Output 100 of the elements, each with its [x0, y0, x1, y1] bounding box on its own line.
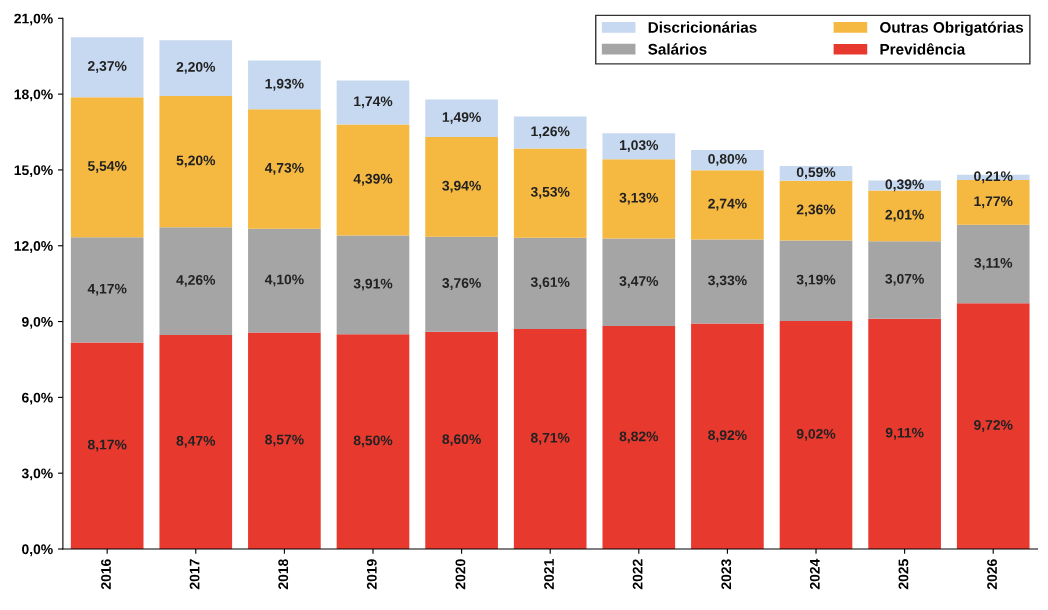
y-tick-label: 9,0% — [21, 316, 53, 329]
bar — [602, 238, 676, 327]
data-label: 3,33% — [708, 275, 747, 288]
y-tick-label: 6,0% — [22, 392, 53, 405]
bar — [513, 116, 587, 149]
x-tick-label: 2021 — [544, 559, 554, 590]
y-tick-label: 12,0% — [14, 241, 53, 253]
data-label: 1,77% — [974, 196, 1013, 209]
x-tick-label: 2025 — [898, 559, 909, 590]
x-tick-label: 2026 — [987, 559, 997, 590]
data-label: 8,92% — [708, 430, 747, 443]
bar — [691, 323, 764, 549]
bar — [956, 303, 1030, 549]
data-label: 1,93% — [265, 78, 304, 91]
data-label: 8,47% — [176, 435, 216, 448]
x-tick-label: 2024 — [809, 558, 820, 590]
bar — [248, 109, 321, 229]
data-label: 3,53% — [530, 186, 570, 199]
data-label: 3,61% — [530, 277, 570, 290]
legend-label: Outras Obrigatórias — [880, 21, 1024, 36]
data-label: 5,20% — [176, 155, 216, 168]
bar — [70, 237, 144, 343]
bar — [425, 137, 498, 237]
data-label: 3,19% — [796, 274, 836, 287]
data-label: 3,13% — [619, 192, 659, 205]
bar — [336, 235, 410, 335]
y-tick-label: 21,0% — [14, 13, 53, 26]
bar — [691, 170, 764, 240]
x-tick-label: 2019 — [366, 559, 377, 590]
x-tick-label: 2020 — [455, 559, 466, 590]
bar — [248, 60, 321, 110]
bar — [868, 318, 941, 549]
data-label: 8,60% — [442, 434, 481, 447]
bar — [513, 237, 587, 329]
data-label: 9,02% — [796, 428, 836, 441]
bar — [248, 228, 321, 333]
data-label: 1,03% — [619, 140, 659, 153]
data-label: 4,26% — [176, 275, 216, 287]
bar — [513, 328, 587, 549]
bar — [602, 159, 676, 239]
data-label: 2,20% — [176, 61, 216, 74]
x-tick-label: 2023 — [721, 559, 732, 590]
legend-label: Previdência — [880, 43, 966, 55]
data-label: 4,17% — [87, 283, 127, 296]
x-tick-label: 2018 — [278, 559, 289, 590]
y-tick-label: 0,0% — [22, 544, 53, 557]
bar — [159, 227, 233, 335]
data-label: 5,54% — [87, 161, 127, 173]
bar — [425, 99, 498, 138]
bar — [425, 236, 498, 332]
legend-label: Salários — [648, 43, 707, 55]
bar — [602, 133, 676, 160]
bar — [159, 334, 233, 549]
data-label: 9,11% — [885, 427, 924, 440]
bar — [868, 190, 941, 242]
data-label: 3,07% — [885, 273, 924, 286]
data-label: 1,26% — [531, 126, 570, 139]
data-label: 2,36% — [796, 204, 836, 217]
data-label: 4,10% — [264, 274, 304, 287]
data-label: 0,39% — [885, 179, 924, 192]
bar — [159, 40, 233, 96]
data-label: 0,80% — [708, 153, 747, 166]
bar — [336, 124, 410, 236]
data-label: 3,94% — [442, 180, 481, 193]
bar — [779, 180, 853, 241]
bar — [70, 37, 144, 98]
data-label: 0,59% — [796, 167, 836, 180]
bar — [602, 326, 676, 549]
data-label: 2,37% — [87, 61, 127, 73]
bar — [159, 95, 233, 228]
bar — [513, 148, 587, 238]
data-label: 3,91% — [353, 278, 393, 291]
data-label: 8,71% — [530, 432, 570, 445]
data-label: 4,39% — [353, 173, 393, 186]
bar — [70, 342, 144, 549]
data-label: 8,17% — [87, 439, 127, 452]
x-tick-label: 2017 — [189, 559, 200, 590]
bar — [691, 239, 764, 324]
data-label: 9,72% — [974, 420, 1013, 432]
bar — [868, 241, 941, 319]
data-label: 4,73% — [264, 162, 304, 175]
data-label: 1,49% — [442, 112, 481, 124]
bar — [779, 240, 853, 322]
bar — [425, 331, 498, 549]
data-label: 8,82% — [619, 431, 659, 444]
data-label: 3,47% — [619, 276, 659, 288]
y-tick-label: 3,0% — [21, 468, 53, 481]
bar — [248, 332, 321, 549]
data-label: 8,57% — [265, 434, 304, 447]
data-label: 2,01% — [885, 209, 924, 222]
bar — [779, 321, 853, 549]
legend-label: Discricionárias — [648, 21, 757, 33]
bar — [336, 80, 410, 125]
bar — [70, 97, 144, 238]
x-tick-label: 2022 — [632, 559, 643, 590]
data-label: 1,74% — [354, 96, 393, 109]
data-label: 8,50% — [353, 435, 393, 448]
y-tick-label: 15,0% — [14, 165, 53, 178]
data-label: 2,74% — [708, 198, 747, 211]
data-label: 3,76% — [442, 278, 481, 290]
